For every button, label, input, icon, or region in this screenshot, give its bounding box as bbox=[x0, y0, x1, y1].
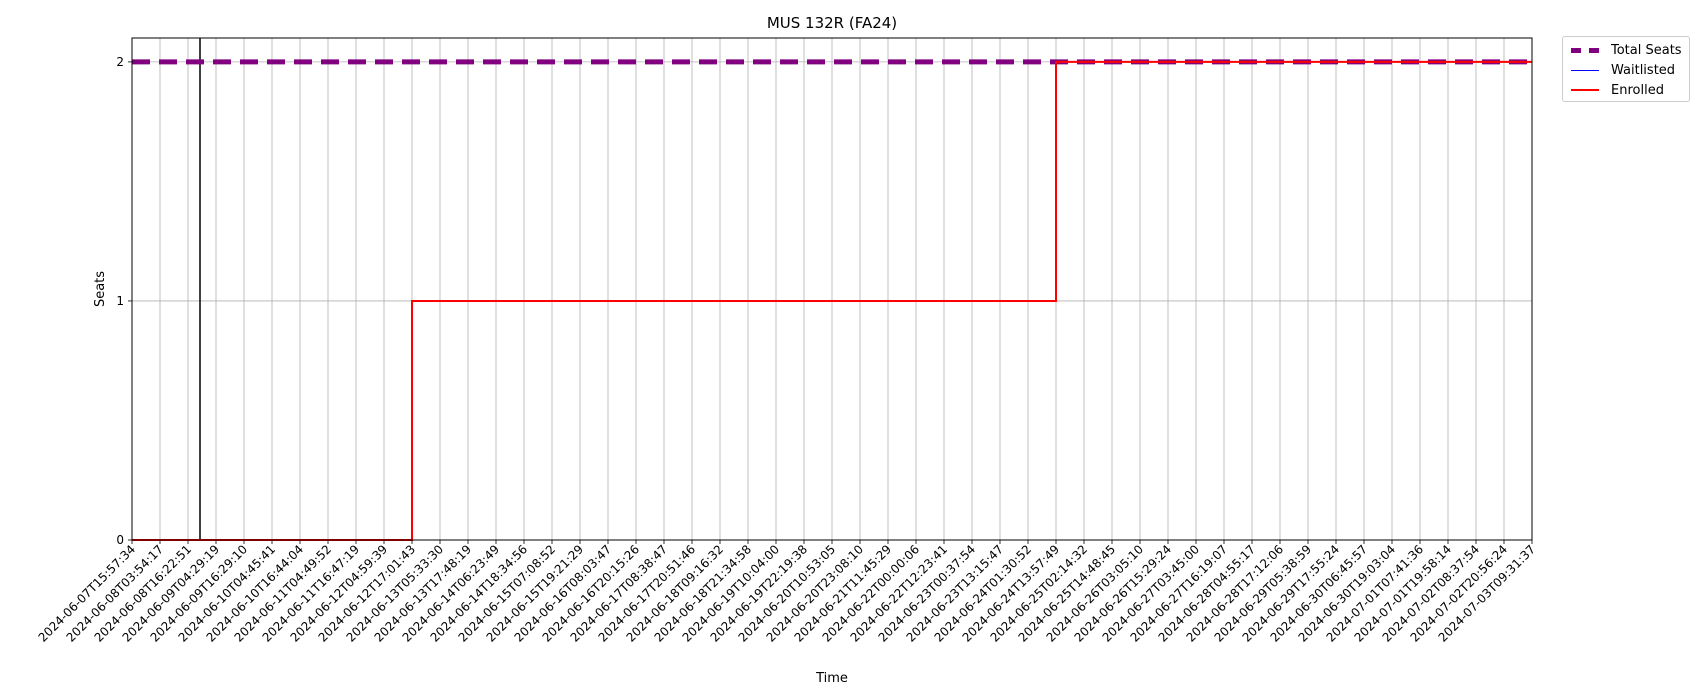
legend-swatch-total-seats bbox=[1571, 47, 1599, 53]
x-axis: 2024-06-07T15:57:342024-06-08T03:54:1720… bbox=[36, 540, 1538, 645]
legend-label-enrolled: Enrolled bbox=[1611, 82, 1664, 98]
y-tick-label: 1 bbox=[116, 294, 124, 308]
legend-label-total-seats: Total Seats bbox=[1611, 42, 1682, 58]
legend-swatch-enrolled bbox=[1571, 89, 1599, 91]
x-axis-label: Time bbox=[815, 671, 848, 686]
y-axis: 0 1 2 bbox=[116, 55, 132, 547]
legend-swatch-waitlisted bbox=[1571, 69, 1599, 71]
y-tick-label: 2 bbox=[116, 55, 124, 69]
legend-item-waitlisted: Waitlisted bbox=[1571, 60, 1675, 80]
legend-label-waitlisted: Waitlisted bbox=[1611, 62, 1676, 78]
y-axis-label: Seats bbox=[93, 271, 108, 307]
legend-item-total-seats: Total Seats bbox=[1571, 40, 1682, 60]
chart-title: MUS 132R (FA24) bbox=[767, 14, 897, 32]
y-tick-label: 0 bbox=[116, 533, 124, 547]
legend-item-enrolled: Enrolled bbox=[1571, 80, 1664, 100]
legend: Total Seats Waitlisted Enrolled bbox=[1562, 36, 1690, 102]
grid bbox=[131, 38, 1533, 541]
